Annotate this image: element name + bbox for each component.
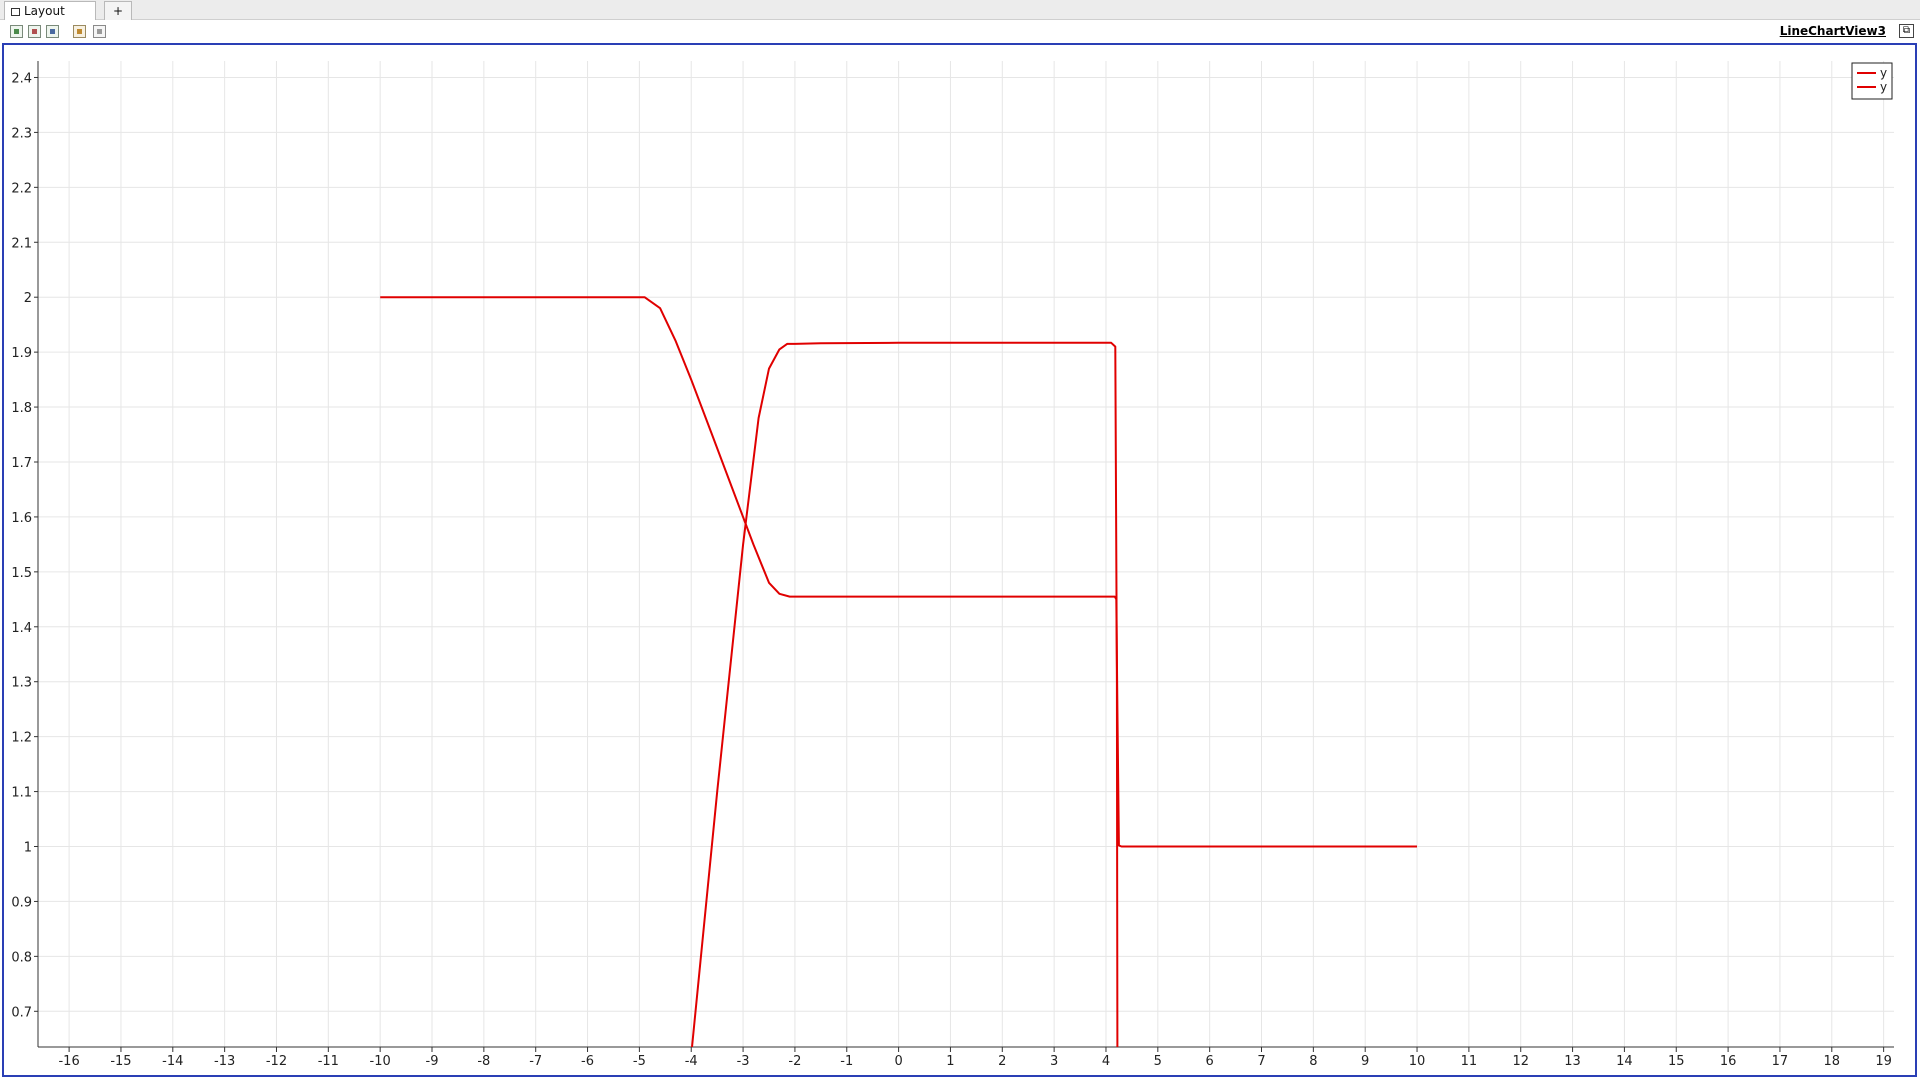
capture-icon[interactable]: [93, 25, 106, 38]
x-tick-label: 17: [1772, 1054, 1789, 1069]
x-tick-label: 3: [1050, 1054, 1058, 1069]
line-chart: -16 -15 -14 -13 -12 -11 -10 -9 -8 -7 -6 -5 -4 -3 -2 -1 0…: [11, 61, 1894, 1069]
window-icon: [11, 8, 20, 16]
add-tab-button[interactable]: +: [104, 1, 132, 20]
x-tick-label: 13: [1564, 1054, 1581, 1069]
x-tick-label: 8: [1309, 1054, 1317, 1069]
x-tick-label: 19: [1875, 1054, 1892, 1069]
y-tick-label: 1.9: [11, 346, 32, 361]
x-tick-label: -16: [58, 1054, 79, 1069]
x-tick-label: -12: [266, 1054, 287, 1069]
x-tick-label: -11: [318, 1054, 339, 1069]
x-tick-label: 16: [1720, 1054, 1737, 1069]
x-tick-label: 0: [894, 1054, 902, 1069]
series-line-1: [380, 296, 1417, 848]
maximize-icon[interactable]: ⧉: [1899, 24, 1914, 38]
y-tick-label: 0.9: [11, 895, 32, 910]
legend-box: [1851, 62, 1893, 100]
x-tick-label: 15: [1668, 1054, 1685, 1069]
x-tick-label: -1: [840, 1054, 853, 1069]
x-tick-label: 10: [1409, 1054, 1426, 1069]
legend-label: y: [1880, 80, 1887, 94]
x-tick-label: 14: [1616, 1054, 1633, 1069]
y-tick-label: 2.1: [11, 236, 32, 251]
x-tick-label: 1: [946, 1054, 954, 1069]
y-tick-label: 1.5: [11, 566, 32, 581]
x-tick-label: 5: [1154, 1054, 1162, 1069]
y-tick-label: 2: [24, 291, 32, 306]
y-tick-label: 1: [24, 841, 32, 856]
zoom-to-data-icon[interactable]: [46, 25, 59, 38]
y-tick-label: 1.3: [11, 676, 32, 691]
zoom-to-box-icon[interactable]: [28, 25, 41, 38]
x-tick-label: -9: [426, 1054, 439, 1069]
gridlines: [38, 61, 1894, 1047]
x-tick-label: -3: [737, 1054, 750, 1069]
legend[interactable]: yy: [1851, 62, 1893, 100]
x-tick-label: 18: [1824, 1054, 1841, 1069]
y-tick-label: 2.3: [11, 126, 32, 141]
x-tick-label: 7: [1257, 1054, 1265, 1069]
y-tick-label: 1.4: [11, 621, 32, 636]
x-tick-label: -4: [685, 1054, 698, 1069]
x-tick-label: 6: [1206, 1054, 1214, 1069]
x-tick-label: -15: [110, 1054, 131, 1069]
reset-camera-icon[interactable]: [10, 25, 23, 38]
x-tick-label: 2: [998, 1054, 1006, 1069]
tab-layout-1[interactable]: Layout #1✕: [4, 1, 96, 36]
line-chart-view[interactable]: -16 -15 -14 -13 -12 -11 -10 -9 -8 -7 -6 -5 -4 -3 -2 -1 0…: [2, 43, 1917, 1077]
y-tick-label: 1.7: [11, 456, 32, 471]
x-tick-label: -5: [633, 1054, 646, 1069]
x-tick-label: -10: [370, 1054, 391, 1069]
split-view-icon[interactable]: [73, 25, 86, 38]
series-line-2: [691, 341, 1119, 1047]
y-tick-label: 1.1: [11, 786, 32, 801]
y-tick-label: 1.8: [11, 401, 32, 416]
y-tick-label: 1.6: [11, 511, 32, 526]
x-tick-label: 4: [1102, 1054, 1110, 1069]
y-tick-label: 0.7: [11, 1005, 32, 1020]
view-toolbar: LineChartView3 ⧉: [0, 20, 1920, 43]
x-tick-label: -8: [477, 1054, 490, 1069]
y-tick-label: 0.8: [11, 950, 32, 965]
y-tick-label: 1.2: [11, 731, 32, 746]
x-tick-label: -2: [788, 1054, 801, 1069]
axes: -16 -15 -14 -13 -12 -11 -10 -9 -8 -7 -6 -5 -4 -3 -2 -1 0…: [11, 61, 1894, 1069]
series-lines: [380, 296, 1417, 1047]
x-tick-label: -6: [581, 1054, 594, 1069]
x-tick-label: 9: [1361, 1054, 1369, 1069]
view-title[interactable]: LineChartView3: [1779, 24, 1886, 38]
x-tick-label: 12: [1512, 1054, 1529, 1069]
tab-bar: Layout #1✕ +: [0, 0, 1920, 36]
x-tick-label: -7: [529, 1054, 542, 1069]
y-tick-label: 2.2: [11, 181, 32, 196]
x-tick-label: -14: [162, 1054, 183, 1069]
legend-label: y: [1880, 66, 1887, 80]
x-tick-label: -13: [214, 1054, 235, 1069]
x-tick-label: 11: [1461, 1054, 1478, 1069]
y-tick-label: 2.4: [11, 71, 32, 86]
